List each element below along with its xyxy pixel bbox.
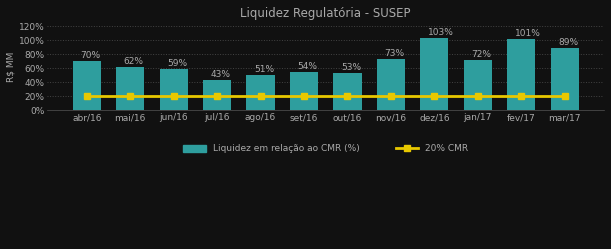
Bar	[377, 59, 405, 111]
Text: 72%: 72%	[471, 50, 491, 59]
Bar	[246, 75, 275, 111]
Bar	[159, 69, 188, 111]
Text: 43%: 43%	[211, 70, 230, 79]
Bar	[420, 38, 448, 111]
Text: 53%: 53%	[341, 63, 361, 72]
Bar	[290, 72, 318, 111]
Title: Liquidez Regulatória - SUSEP: Liquidez Regulatória - SUSEP	[241, 7, 411, 20]
Bar	[203, 80, 231, 111]
Bar	[116, 67, 144, 111]
Bar	[464, 60, 492, 111]
Text: 62%: 62%	[123, 57, 144, 66]
Text: 70%: 70%	[80, 51, 100, 60]
Legend: Liquidez em relação ao CMR (%), 20% CMR: Liquidez em relação ao CMR (%), 20% CMR	[179, 141, 472, 157]
Bar	[334, 73, 362, 111]
Bar	[73, 61, 101, 111]
Bar	[551, 48, 579, 111]
Text: 101%: 101%	[514, 29, 541, 38]
Text: 89%: 89%	[558, 38, 578, 47]
Text: 73%: 73%	[384, 49, 404, 58]
Bar	[507, 39, 535, 111]
Text: 103%: 103%	[428, 28, 454, 37]
Y-axis label: R$ MM: R$ MM	[7, 51, 16, 82]
Text: 59%: 59%	[167, 59, 188, 68]
Text: 54%: 54%	[298, 62, 318, 71]
Text: 51%: 51%	[254, 64, 274, 73]
